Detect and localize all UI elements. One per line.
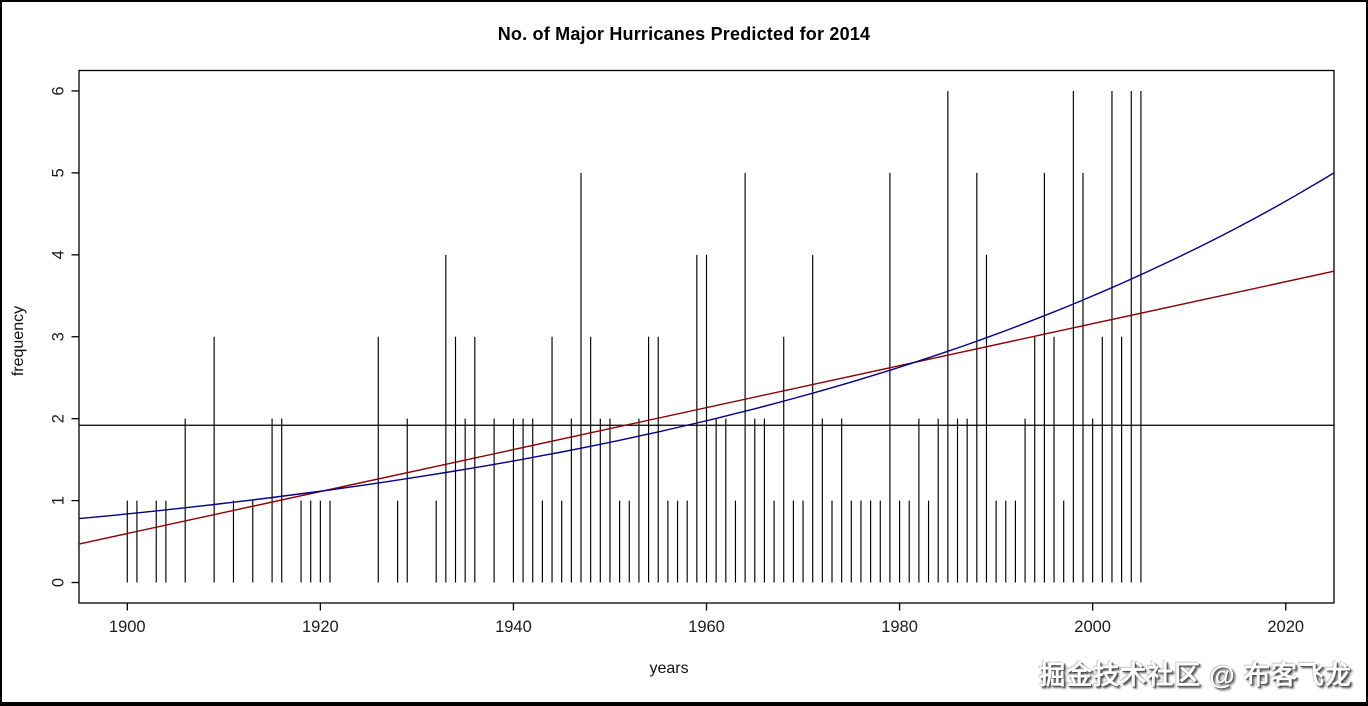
y-tick-label: 3 [49,332,67,341]
x-axis-ticks: 1900 1920 1940 1960 1980 2000 2020 [109,603,1304,636]
x-axis-label: years [649,660,689,677]
watermark-text: 掘金技术社区 @ 布客飞龙 [1039,660,1352,690]
exponential-fit-curve [78,172,1335,520]
y-tick-label: 2 [49,414,67,423]
x-tick-label: 1920 [302,618,339,636]
y-tick-label: 5 [49,168,67,177]
y-tick-label: 4 [49,250,67,259]
y-axis-ticks: 0 1 2 3 4 5 6 [49,86,79,587]
y-tick-label: 1 [49,496,67,505]
x-tick-label: 1900 [109,618,146,636]
y-axis-label: frequency [10,305,27,377]
x-tick-label: 1940 [495,618,532,636]
chart-title: No. of Major Hurricanes Predicted for 20… [497,24,871,44]
x-tick-label: 2020 [1267,618,1304,636]
x-tick-label: 1980 [881,618,918,636]
x-tick-label: 1960 [688,618,725,636]
y-tick-label: 6 [49,86,67,95]
frequency-spikes [126,90,1142,583]
linear-fit-curve [78,270,1335,545]
x-tick-label: 2000 [1074,618,1111,636]
y-tick-label: 0 [49,578,67,587]
